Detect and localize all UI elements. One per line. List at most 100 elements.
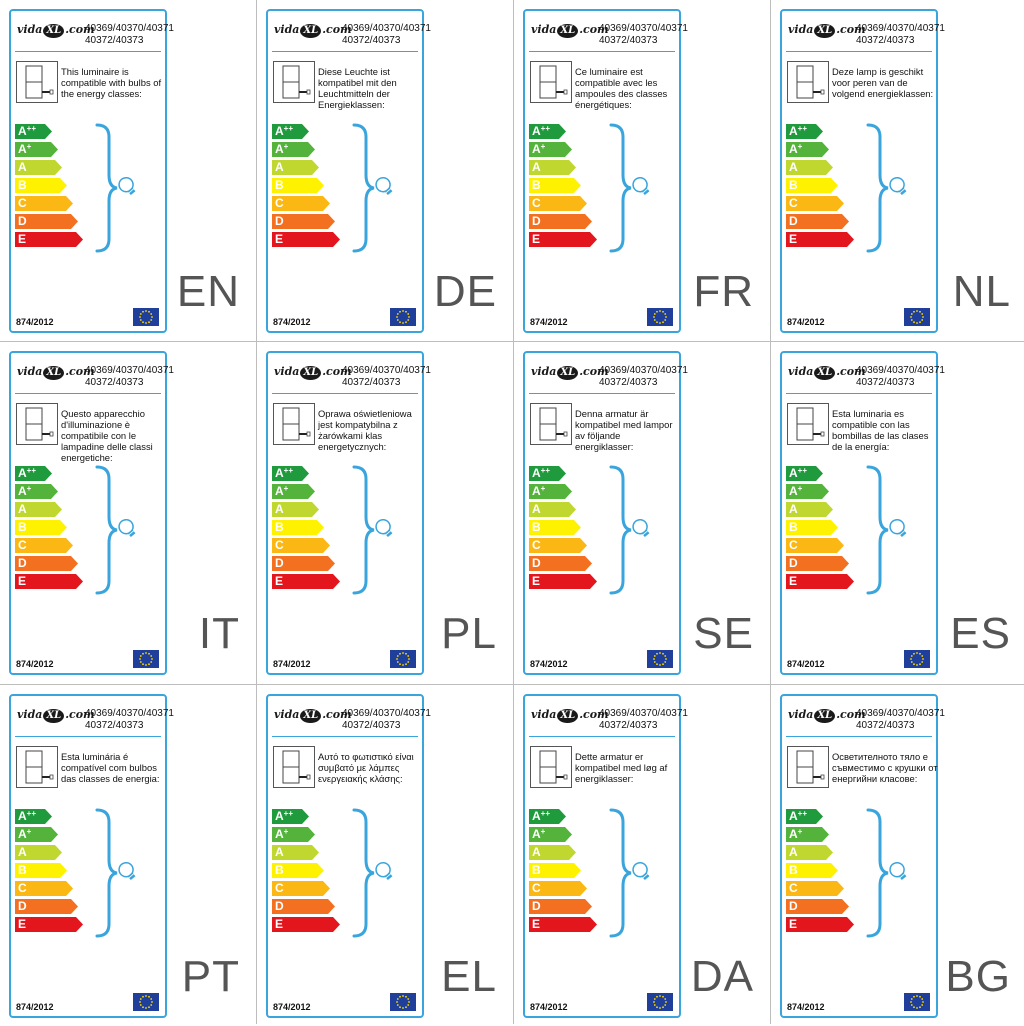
language-code: FR [693, 267, 754, 316]
class-letter: C [275, 881, 284, 895]
class-letter: A [275, 484, 284, 498]
energy-class-letter: A++ [789, 125, 807, 138]
energy-class-letter: A++ [275, 125, 293, 138]
vidaxl-logo: vida XL .com [17, 23, 95, 38]
energy-class-letter: C [532, 197, 541, 210]
model-line-1: 40369/40370/40371 [599, 23, 688, 34]
energy-class-letter: A [532, 161, 541, 174]
eu-flag-icon [647, 650, 673, 668]
model-line-2: 40372/40373 [856, 720, 915, 731]
class-letter: C [532, 881, 541, 895]
model-line-1: 40369/40370/40371 [856, 365, 945, 376]
class-letter: A [18, 484, 27, 498]
energy-class-letter: E [18, 575, 26, 588]
light-bulb-icon [375, 518, 393, 538]
class-letter: E [789, 917, 798, 931]
logo-text-right: .com [322, 23, 352, 36]
model-numbers: 40369/40370/40371 40372/40373 [85, 23, 175, 47]
class-letter: B [275, 520, 284, 534]
header-divider [15, 736, 161, 737]
class-letter: B [18, 863, 27, 877]
vidaxl-logo: vida XL .com [788, 708, 866, 723]
class-letter: A [18, 142, 27, 156]
class-superscript: ++ [26, 124, 37, 133]
energy-class-letter: A [532, 503, 541, 516]
eu-flag-icon [390, 650, 416, 668]
energy-label-card: vida XL .com 40369/40370/40371 40372/40373 Es… [780, 351, 945, 675]
language-code: PL [441, 609, 497, 658]
energy-class-letter: A [18, 161, 27, 174]
class-superscript: + [283, 827, 289, 836]
model-line-2: 40372/40373 [599, 35, 658, 46]
energy-class-letter: A+ [789, 143, 802, 156]
brace-icon [352, 808, 375, 938]
regulation-number: 874/2012 [787, 1002, 825, 1012]
header-divider [15, 51, 161, 52]
brace-icon [609, 123, 632, 253]
energy-class-letter: C [789, 539, 798, 552]
eu-flag-icon [904, 993, 930, 1011]
energy-class-letter: A+ [532, 828, 545, 841]
language-code: EN [176, 267, 240, 316]
class-letter: A [532, 142, 541, 156]
class-letter: D [275, 214, 284, 228]
energy-class-letter: A+ [275, 143, 288, 156]
class-superscript: ++ [540, 466, 551, 475]
model-numbers: 40369/40370/40371 40372/40373 [599, 365, 689, 389]
energy-class-letter: E [789, 233, 797, 246]
energy-class-letter: A++ [532, 467, 550, 480]
class-superscript: + [540, 142, 546, 151]
header-divider [786, 51, 932, 52]
class-letter: C [18, 881, 27, 895]
header-divider [529, 736, 675, 737]
energy-class-letter: C [275, 197, 284, 210]
header-divider [529, 51, 675, 52]
class-letter: C [18, 196, 27, 210]
energy-class-letter: D [789, 557, 798, 570]
class-letter: D [532, 214, 541, 228]
energy-class-letter: D [275, 215, 284, 228]
energy-label-card: vida XL .com 40369/40370/40371 40372/40373 De… [780, 9, 945, 333]
logo-text-left: vida [788, 23, 814, 36]
luminaire-icon [787, 61, 829, 103]
language-code: NL [952, 267, 1011, 316]
light-bulb-icon [375, 861, 393, 881]
logo-text-mid: XL [557, 24, 579, 38]
class-letter: D [789, 899, 798, 913]
logo-text-right: .com [65, 365, 95, 378]
regulation-number: 874/2012 [787, 659, 825, 669]
logo-text-right: .com [322, 365, 352, 378]
energy-class-letter: A [789, 161, 798, 174]
class-letter: B [532, 178, 541, 192]
language-code: PT [181, 952, 240, 1001]
energy-class-letter: E [18, 918, 26, 931]
energy-class-letter: A+ [789, 828, 802, 841]
energy-label-card: vida XL .com 40369/40370/40371 40372/40373 Αυ… [266, 694, 431, 1018]
compatibility-text: Diese Leuchte ist kompatibel mit den Leu… [318, 66, 397, 110]
eu-flag-icon [647, 308, 673, 326]
logo-text-left: vida [274, 708, 300, 721]
model-line-2: 40372/40373 [856, 377, 915, 388]
vidaxl-logo: vida XL .com [531, 365, 609, 380]
vidaxl-logo: vida XL .com [788, 365, 866, 380]
model-line-2: 40372/40373 [599, 720, 658, 731]
header-divider [272, 736, 418, 737]
energy-label-card: vida XL .com 40369/40370/40371 40372/40373 Es… [9, 694, 174, 1018]
class-letter: A [275, 142, 284, 156]
luminaire-icon [273, 403, 315, 445]
brace-icon [95, 465, 118, 595]
class-letter: B [18, 520, 27, 534]
label-cell-se: vida XL .com 40369/40370/40371 40372/40373 De… [514, 342, 770, 684]
energy-class-letter: A++ [532, 125, 550, 138]
luminaire-icon [530, 61, 572, 103]
luminaire-icon [530, 746, 572, 788]
class-letter: E [532, 574, 541, 588]
energy-class-letter: B [275, 521, 284, 534]
vidaxl-logo: vida XL .com [274, 23, 352, 38]
eu-flag-icon [647, 993, 673, 1011]
logo-text-left: vida [788, 708, 814, 721]
logo-text-right: .com [322, 708, 352, 721]
label-cell-pt: vida XL .com 40369/40370/40371 40372/40373 Es… [0, 685, 256, 1026]
class-letter: A [532, 124, 541, 138]
energy-class-letter: A [275, 503, 284, 516]
